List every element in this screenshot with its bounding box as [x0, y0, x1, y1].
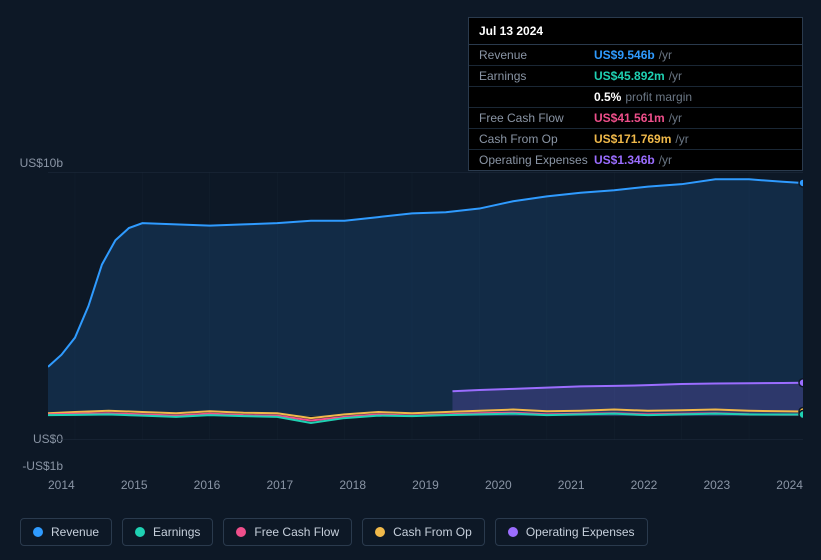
legend-dot-icon — [33, 527, 43, 537]
legend-item[interactable]: Revenue — [20, 518, 112, 546]
legend-dot-icon — [508, 527, 518, 537]
tooltip-date: Jul 13 2024 — [469, 18, 802, 45]
tooltip-row-value: US$171.769m/yr — [594, 132, 689, 146]
series-end-marker — [799, 379, 803, 387]
series-end-marker — [799, 411, 803, 419]
x-axis-tick: 2014 — [48, 478, 75, 492]
x-axis-tick: 2020 — [485, 478, 512, 492]
legend-label: Revenue — [51, 525, 99, 539]
x-axis-tick: 2019 — [412, 478, 439, 492]
tooltip-row-value: US$1.346b/yr — [594, 153, 672, 167]
chart-area: US$10bUS$0-US$1b 20142015201620172018201… — [18, 160, 803, 480]
tooltip-row-label: Earnings — [479, 69, 594, 83]
legend-dot-icon — [375, 527, 385, 537]
legend-item[interactable]: Free Cash Flow — [223, 518, 352, 546]
legend-item[interactable]: Earnings — [122, 518, 213, 546]
tooltip-row-value: US$45.892m/yr — [594, 69, 682, 83]
legend-item[interactable]: Operating Expenses — [495, 518, 648, 546]
tooltip-row: Free Cash FlowUS$41.561m/yr — [469, 108, 802, 129]
series-fill — [48, 179, 803, 415]
x-axis: 2014 2015 2016 2017 2018 2019 2020 2021 2022 2023… — [48, 478, 803, 492]
tooltip-row: EarningsUS$45.892m/yr — [469, 66, 802, 87]
tooltip-row-value: 0.5%profit margin — [594, 90, 692, 104]
tooltip-row-label: Revenue — [479, 48, 594, 62]
x-axis-tick: 2024 — [776, 478, 803, 492]
legend: Revenue Earnings Free Cash Flow Cash From O… — [20, 518, 648, 546]
y-axis-label: -US$1b — [3, 459, 63, 473]
x-axis-tick: 2021 — [558, 478, 585, 492]
x-axis-tick: 2022 — [631, 478, 658, 492]
x-axis-tick: 2015 — [121, 478, 148, 492]
legend-label: Cash From Op — [393, 525, 472, 539]
x-axis-tick: 2018 — [339, 478, 366, 492]
chart-container: Jul 13 2024 RevenueUS$9.546b/yrEarningsU… — [0, 0, 821, 560]
y-axis-label: US$10b — [3, 156, 63, 170]
legend-item[interactable]: Cash From Op — [362, 518, 485, 546]
tooltip-row-label — [479, 90, 594, 104]
tooltip-row: RevenueUS$9.546b/yr — [469, 45, 802, 66]
legend-dot-icon — [236, 527, 246, 537]
tooltip-row: 0.5%profit margin — [469, 87, 802, 108]
x-axis-tick: 2023 — [703, 478, 730, 492]
tooltip-row-label: Free Cash Flow — [479, 111, 594, 125]
plot-area[interactable] — [48, 172, 803, 440]
legend-label: Operating Expenses — [526, 525, 635, 539]
x-axis-tick: 2017 — [266, 478, 293, 492]
x-axis-tick: 2016 — [194, 478, 221, 492]
tooltip-row: Cash From OpUS$171.769m/yr — [469, 129, 802, 150]
legend-label: Earnings — [153, 525, 200, 539]
tooltip-row-value: US$9.546b/yr — [594, 48, 672, 62]
tooltip-row-label: Cash From Op — [479, 132, 594, 146]
tooltip-row-value: US$41.561m/yr — [594, 111, 682, 125]
legend-dot-icon — [135, 527, 145, 537]
tooltip-row-label: Operating Expenses — [479, 153, 594, 167]
series-end-marker — [799, 179, 803, 187]
chart-tooltip: Jul 13 2024 RevenueUS$9.546b/yrEarningsU… — [468, 17, 803, 171]
legend-label: Free Cash Flow — [254, 525, 339, 539]
tooltip-row: Operating ExpensesUS$1.346b/yr — [469, 150, 802, 170]
